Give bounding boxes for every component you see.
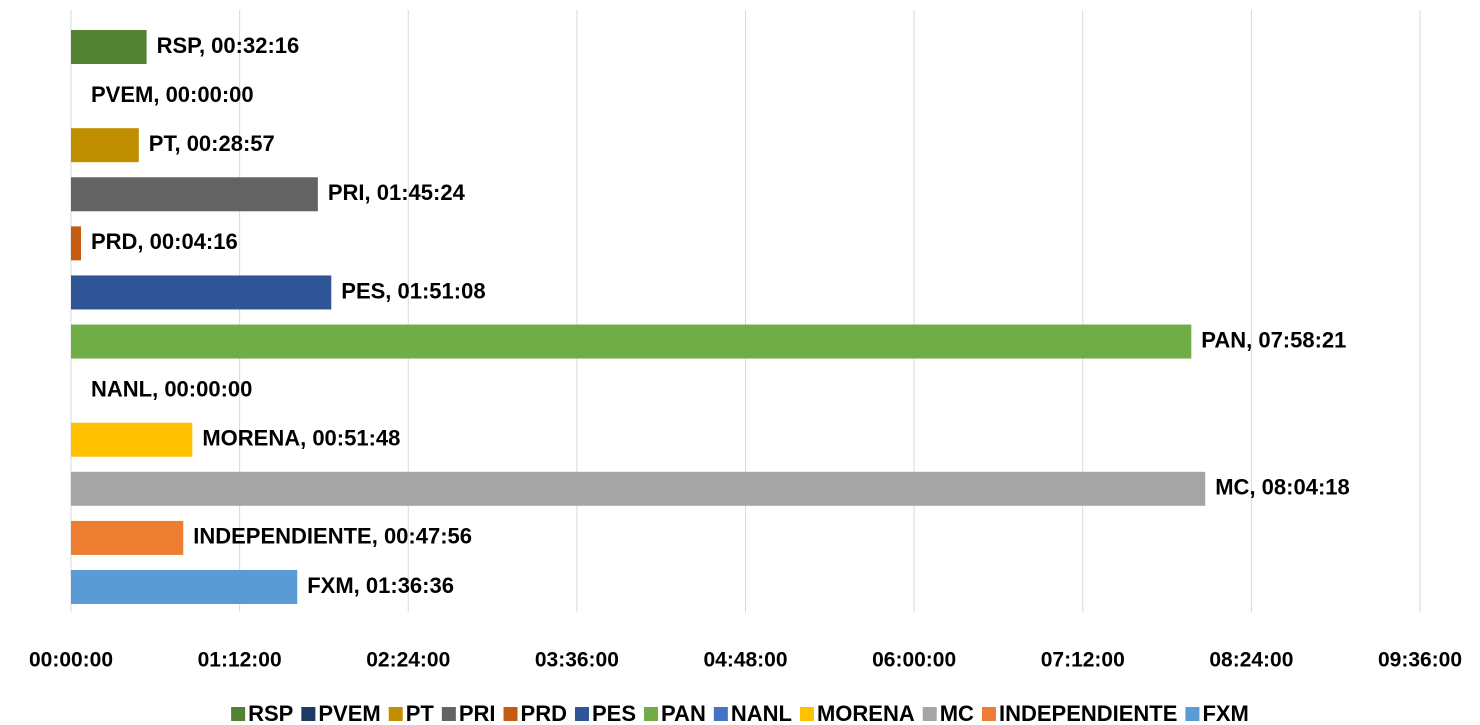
data-label: INDEPENDIENTE, 00:47:56 — [193, 524, 472, 549]
legend-label: RSP — [248, 701, 293, 725]
x-tick-label: 00:00:00 — [29, 649, 113, 672]
data-label: PRI, 01:45:24 — [328, 180, 466, 205]
bar — [71, 275, 332, 310]
x-tick-label: 04:48:00 — [703, 649, 787, 672]
bar — [71, 471, 1206, 506]
x-tick-label: 02:24:00 — [366, 649, 450, 672]
data-label: PT, 00:28:57 — [149, 131, 275, 156]
legend-swatch — [1185, 707, 1200, 721]
legend-swatch — [441, 707, 456, 721]
legend-swatch — [644, 707, 659, 721]
legend-label: FXM — [1202, 701, 1248, 725]
x-tick-label: 03:36:00 — [535, 649, 619, 672]
legend-label: PT — [406, 701, 435, 725]
legend-swatch — [231, 707, 246, 721]
data-label: FXM, 01:36:36 — [307, 573, 454, 598]
bar — [71, 324, 1192, 359]
legend-label: PRD — [521, 701, 567, 725]
bar — [71, 30, 147, 64]
legend-label: INDEPENDIENTE — [999, 701, 1177, 725]
data-label: MORENA, 00:51:48 — [202, 426, 400, 451]
legend-label: PAN — [661, 701, 706, 725]
legend-swatch — [799, 707, 814, 721]
legend-swatch — [574, 707, 589, 721]
bar — [71, 128, 139, 163]
data-label: PRD, 00:04:16 — [91, 229, 238, 254]
data-label: NANL, 00:00:00 — [91, 376, 252, 401]
x-tick-label: 09:36:00 — [1378, 649, 1462, 672]
bar — [71, 422, 193, 457]
legend-label: NANL — [731, 701, 792, 725]
data-label: PES, 01:51:08 — [341, 278, 485, 303]
legend-swatch — [503, 707, 518, 721]
bar — [71, 226, 81, 261]
x-tick-label: 07:12:00 — [1041, 649, 1125, 672]
legend-swatch — [388, 707, 403, 721]
data-label: PVEM, 00:00:00 — [91, 82, 254, 107]
legend-swatch — [713, 707, 728, 721]
legend-swatch — [922, 707, 937, 721]
x-tick-label: 01:12:00 — [198, 649, 282, 672]
data-label: RSP, 00:32:16 — [157, 33, 300, 58]
legend-swatch — [981, 707, 996, 721]
data-label: MC, 08:04:18 — [1215, 475, 1350, 500]
legend-label: PES — [592, 701, 636, 725]
data-label: PAN, 07:58:21 — [1201, 327, 1346, 352]
legend-label: PVEM — [318, 701, 380, 725]
legend-label: PRI — [459, 701, 496, 725]
bar — [71, 570, 298, 604]
legend-label: MORENA — [817, 701, 915, 725]
bar — [71, 520, 184, 555]
bar — [71, 177, 318, 212]
legend-label: MC — [940, 701, 974, 725]
x-tick-label: 06:00:00 — [872, 649, 956, 672]
x-tick-label: 08:24:00 — [1209, 649, 1293, 672]
legend-swatch — [301, 707, 316, 721]
